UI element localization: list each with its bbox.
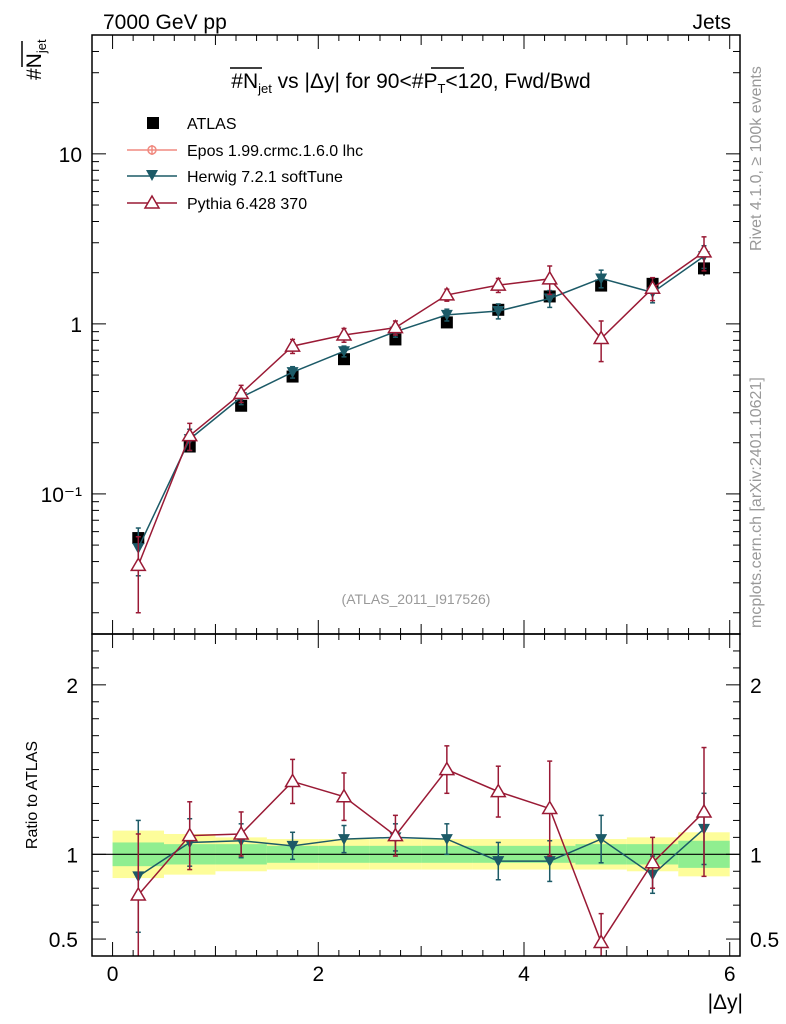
data-point-6	[440, 316, 453, 329]
axes: 0 2 4 6 10⁻¹ 1 10 0.5 0.5 1 1 2 2	[41, 34, 779, 986]
ratio-line-herwig	[137, 828, 705, 877]
ratio-y-label: Ratio to ATLAS	[24, 741, 41, 849]
ratio-point-1	[181, 827, 199, 842]
point-1	[181, 427, 199, 442]
point-4	[335, 326, 353, 341]
data-point-5	[389, 333, 402, 346]
ylabel-n: N	[23, 53, 46, 68]
point-0	[129, 556, 147, 572]
main-y-label: #Njet	[21, 39, 49, 80]
point-4	[338, 346, 350, 358]
ratio-point-6	[438, 761, 456, 776]
chart-title: #Njet vs |Δy| for 90<#PT<120, Fwd/Bwd	[230, 67, 591, 96]
mcplots-label: mcplots.cern.ch [arXiv:2401.10621]	[748, 377, 765, 628]
ratio-point-11	[695, 803, 713, 818]
ratio-point-3	[284, 772, 301, 788]
point-8	[543, 293, 556, 305]
ratio-point-6	[440, 834, 453, 846]
data-point-4	[338, 353, 350, 366]
legend-label-atlas: ATLAS	[187, 116, 237, 133]
ratio-point-8	[543, 856, 556, 868]
y-tick-label: 1	[70, 314, 82, 337]
point-6	[438, 286, 456, 301]
legend-marker-pythia	[143, 194, 161, 209]
svg-text:#Njet vs |Δy| for 90<#PT<120,: #Njet vs |Δy| for 90<#PT<120, Fwd/Bwd	[231, 70, 591, 96]
legend-label-epos: Epos 1.99.crmc.1.6.0 lhc	[187, 143, 363, 160]
ratio-point-4	[335, 788, 353, 803]
rivet-label: Rivet 4.1.0, ≥ 100k events	[748, 66, 765, 251]
point-10	[644, 279, 661, 295]
title-p-sub: T	[437, 81, 445, 96]
point-3	[286, 367, 299, 379]
x-tick-label: 2	[312, 963, 324, 986]
title-p: P	[423, 70, 437, 93]
reference-label: (ATLAS_2011_I917526)	[342, 591, 491, 607]
point-9	[592, 330, 610, 345]
point-11	[695, 243, 713, 258]
point-3	[284, 337, 301, 352]
y-tick-label: 10	[59, 144, 82, 167]
ratio-tick-label-right: 2	[750, 675, 762, 698]
legend-label-pythia: Pythia 6.428 370	[187, 196, 307, 213]
ratio-point-7	[489, 783, 507, 798]
ratio-plot	[129, 745, 713, 956]
ratio-point-9	[595, 834, 608, 846]
x-tick-label: 6	[724, 963, 736, 986]
ratio-frame	[91, 633, 741, 957]
legend-marker-epos	[147, 145, 157, 155]
legend-marker-atlas	[147, 117, 159, 129]
ratio-point-9	[592, 933, 610, 949]
title-n-sub: jet	[257, 81, 272, 96]
ylabel-sub: jet	[34, 39, 49, 54]
line-pythia	[137, 251, 705, 566]
ratio-tick-label-right: 0.5	[750, 929, 779, 952]
ratio-tick-label-left: 1	[66, 844, 78, 867]
ratio-tick-label-left: 0.5	[49, 929, 78, 952]
header-left: 7000 GeV pp	[103, 11, 227, 34]
point-5	[387, 319, 404, 334]
ylabel-hash: #	[23, 68, 46, 80]
legend-marker-herwig	[146, 170, 158, 181]
ratio-point-8	[541, 800, 559, 815]
data-point-2	[235, 399, 248, 412]
x-tick-label: 4	[518, 963, 530, 986]
point-7	[492, 306, 505, 318]
point-6	[440, 309, 453, 321]
svg-text:#Njet: #Njet	[23, 39, 49, 80]
point-9	[595, 273, 608, 285]
title-mid: vs |Δy| for 90<#	[272, 70, 424, 93]
title-n: N	[243, 70, 258, 93]
ratio-line-pythia	[137, 768, 705, 945]
ratio-tick-label-left: 2	[66, 675, 78, 698]
point-8	[541, 270, 559, 285]
title-post: <120, Fwd/Bwd	[445, 70, 590, 93]
ratio-point-0	[129, 886, 147, 901]
ratio-point-3	[286, 840, 299, 852]
ratio-point-7	[492, 856, 505, 868]
ratio-point-4	[338, 834, 350, 846]
ratio-point-5	[387, 827, 404, 842]
main-plot	[129, 236, 713, 614]
legend: ATLAS Epos 1.99.crmc.1.6.0 lhc Herwig 7.…	[127, 116, 363, 213]
ratio-tick-label-right: 1	[750, 844, 762, 867]
point-7	[489, 276, 507, 291]
header-right: Jets	[692, 11, 731, 34]
ratio-point-10	[644, 854, 661, 869]
title-pre: #	[231, 70, 243, 93]
legend-label-herwig: Herwig 7.2.1 softTune	[187, 169, 343, 186]
x-axis-label: |Δy|	[708, 991, 743, 1014]
y-tick-label: 10⁻¹	[41, 484, 82, 507]
ratio-point-2	[232, 825, 250, 840]
line-herwig	[137, 255, 705, 549]
x-tick-label: 0	[107, 963, 119, 986]
point-2	[232, 384, 250, 400]
